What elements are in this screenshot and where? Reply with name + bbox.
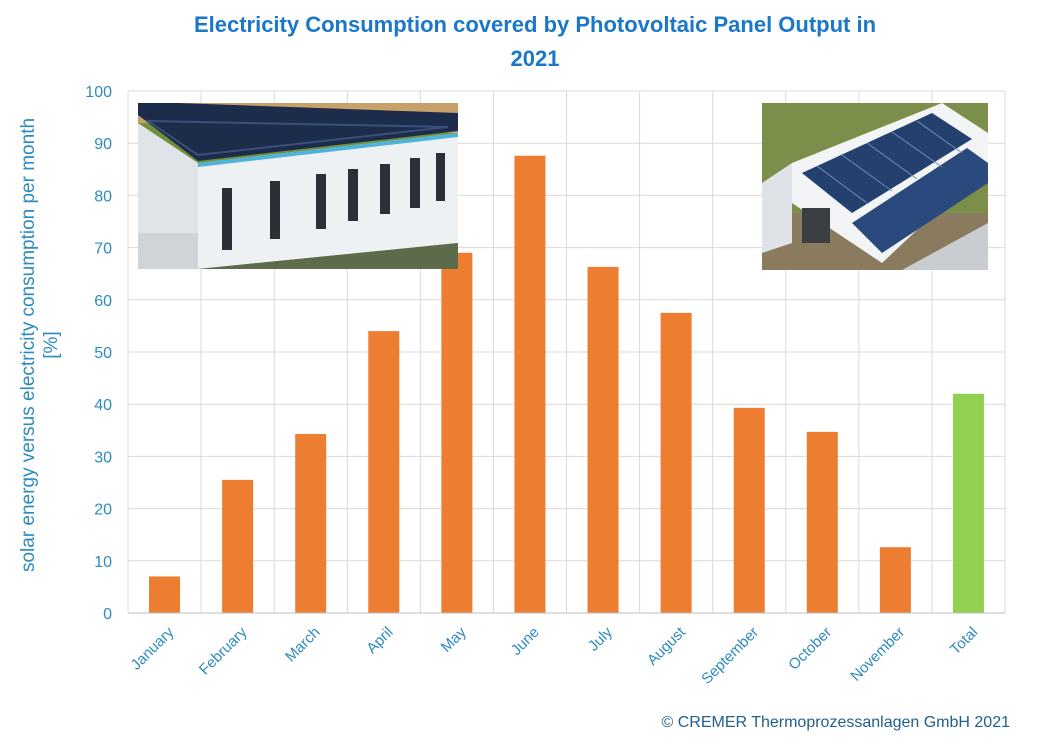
bar-february (222, 479, 254, 613)
y-tick-label: 50 (94, 345, 112, 362)
y-tick-label: 10 (94, 554, 112, 571)
photo-building-icon (138, 103, 458, 269)
bar-january (149, 576, 181, 613)
x-tick-label: August (644, 623, 690, 669)
y-tick-label: 20 (94, 502, 112, 519)
bar-june (514, 155, 546, 613)
chart-title-line2: 2021 (510, 46, 560, 71)
y-tick-label: 30 (94, 449, 112, 466)
photo-building-icon (762, 103, 988, 270)
y-tick-label: 100 (85, 84, 112, 101)
x-tick-label: February (196, 623, 251, 678)
x-tick-label: May (438, 623, 470, 655)
y-tick-label: 80 (94, 188, 112, 205)
y-tick-label: 60 (94, 293, 112, 310)
x-tick-label: November (847, 624, 908, 685)
bar-july (587, 266, 619, 613)
x-tick-label: June (508, 624, 543, 659)
building-photo-right (762, 103, 988, 270)
y-tick-label: 0 (103, 606, 112, 623)
y-tick-label: 40 (94, 397, 112, 414)
bar-may (441, 252, 473, 613)
chart-title: Electricity Consumption covered by Photo… (130, 8, 940, 76)
bar-march (295, 433, 327, 613)
x-tick-label: January (128, 623, 178, 673)
bar-september (733, 407, 765, 613)
x-tick-label: April (363, 624, 396, 657)
y-tick-label: 90 (94, 136, 112, 153)
x-tick-label: March (282, 624, 323, 665)
x-tick-label: July (585, 623, 616, 654)
bar-august (660, 312, 692, 613)
x-tick-label: Total (947, 624, 981, 658)
bar-november (879, 547, 911, 613)
bar-total (952, 393, 984, 613)
x-tick-label: September (698, 624, 762, 688)
x-tick-label: October (785, 624, 835, 674)
y-tick-label: 70 (94, 241, 112, 258)
bar-october (806, 431, 838, 613)
copyright-footer: © CREMER Thermoprozessanlagen GmbH 2021 (661, 714, 1010, 731)
building-photo-left (138, 103, 458, 269)
chart-title-line1: Electricity Consumption covered by Photo… (193, 12, 877, 37)
bar-april (368, 331, 400, 613)
